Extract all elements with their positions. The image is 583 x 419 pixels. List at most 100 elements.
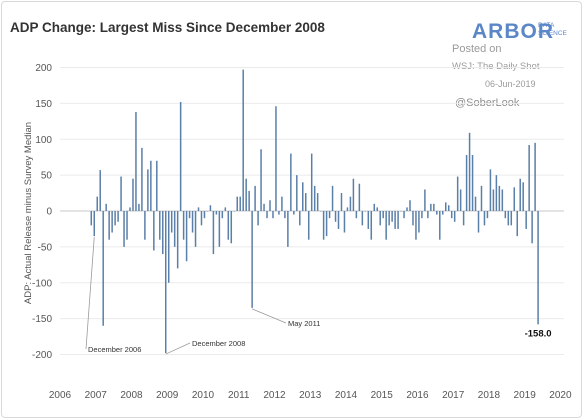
bar	[200, 211, 203, 226]
bar	[147, 169, 149, 211]
bar	[468, 132, 471, 211]
bar	[385, 211, 387, 240]
post-date-label: 06-Jun-2019	[485, 79, 536, 89]
arbor-logo-sub-line-2: SCIENCE	[538, 30, 567, 37]
bar	[236, 196, 238, 211]
bar	[531, 211, 533, 244]
bar	[233, 211, 236, 212]
bar	[346, 207, 349, 211]
bar	[132, 178, 134, 211]
bar	[379, 211, 381, 226]
bar	[90, 211, 93, 226]
bar	[150, 160, 152, 211]
bar	[424, 189, 426, 211]
x-tick-label: 2013	[299, 390, 322, 401]
bar	[141, 147, 143, 211]
bar	[144, 211, 146, 240]
bar	[447, 205, 450, 211]
bar	[388, 211, 390, 226]
bar	[319, 211, 322, 212]
bar	[275, 106, 277, 211]
bar	[328, 211, 331, 219]
bar	[340, 193, 343, 211]
bar	[245, 178, 247, 211]
bar	[266, 211, 268, 219]
bar	[164, 211, 167, 354]
bar	[519, 178, 521, 211]
bar	[293, 211, 295, 215]
bar	[436, 211, 438, 215]
bar	[299, 211, 301, 226]
bar	[450, 211, 453, 219]
bar	[284, 211, 286, 219]
bar	[218, 211, 221, 247]
y-tick-label: 150	[35, 99, 52, 110]
bar	[334, 211, 337, 222]
bar	[492, 189, 495, 211]
bar	[498, 185, 501, 211]
bar	[343, 211, 346, 233]
bar	[156, 160, 158, 211]
y-tick-label: 50	[41, 171, 53, 182]
bar	[170, 211, 173, 233]
x-tick-label: 2012	[263, 390, 286, 401]
bar	[534, 142, 536, 211]
bar	[120, 176, 122, 211]
arbor-logo-subtitle: DATA SCIENCE	[538, 22, 567, 38]
bar	[522, 182, 524, 211]
bar	[409, 200, 411, 211]
x-tick-label: 2014	[335, 390, 358, 401]
bar	[162, 211, 164, 255]
bar	[537, 211, 539, 325]
x-tick-label: 2010	[192, 390, 215, 401]
bar	[221, 211, 224, 219]
bar	[179, 101, 182, 211]
bar	[272, 211, 274, 219]
bar	[382, 211, 384, 219]
bar	[442, 211, 444, 215]
bar	[483, 211, 486, 226]
bar	[313, 185, 316, 211]
bar	[96, 196, 98, 211]
bar	[352, 178, 355, 211]
y-tick-label: 0	[46, 207, 52, 218]
x-tick-label: 2020	[549, 390, 572, 401]
y-tick-label: -100	[32, 278, 52, 289]
bar	[176, 211, 179, 269]
bar	[242, 69, 244, 211]
bar	[310, 153, 313, 211]
bar	[480, 185, 483, 211]
bar	[504, 211, 507, 219]
bar	[93, 211, 96, 237]
bar	[439, 211, 441, 240]
bar	[510, 211, 513, 226]
bar	[477, 211, 480, 233]
bar	[412, 211, 414, 226]
x-tick-label: 2007	[85, 390, 108, 401]
bar	[418, 211, 420, 233]
bar	[364, 211, 367, 212]
annotation-leader	[85, 237, 95, 350]
bar	[203, 211, 206, 219]
bar	[474, 196, 477, 211]
bar	[105, 203, 107, 211]
bar	[415, 211, 417, 240]
bar	[400, 211, 402, 212]
bar	[239, 196, 241, 211]
bar	[349, 196, 352, 211]
bar	[367, 211, 370, 229]
bar	[290, 153, 292, 211]
y-axis-label: ADP: Actual Release minus Survey Median	[23, 122, 34, 304]
x-tick-label: 2018	[478, 390, 501, 401]
bar	[123, 211, 125, 247]
y-tick-label: 100	[35, 135, 52, 146]
y-tick-label: -50	[38, 242, 53, 253]
bar	[281, 196, 283, 211]
bar	[209, 205, 212, 211]
y-tick-label: -150	[32, 314, 52, 325]
bar	[102, 211, 104, 326]
bar	[391, 211, 393, 222]
bar	[427, 211, 429, 219]
bar	[525, 211, 527, 229]
